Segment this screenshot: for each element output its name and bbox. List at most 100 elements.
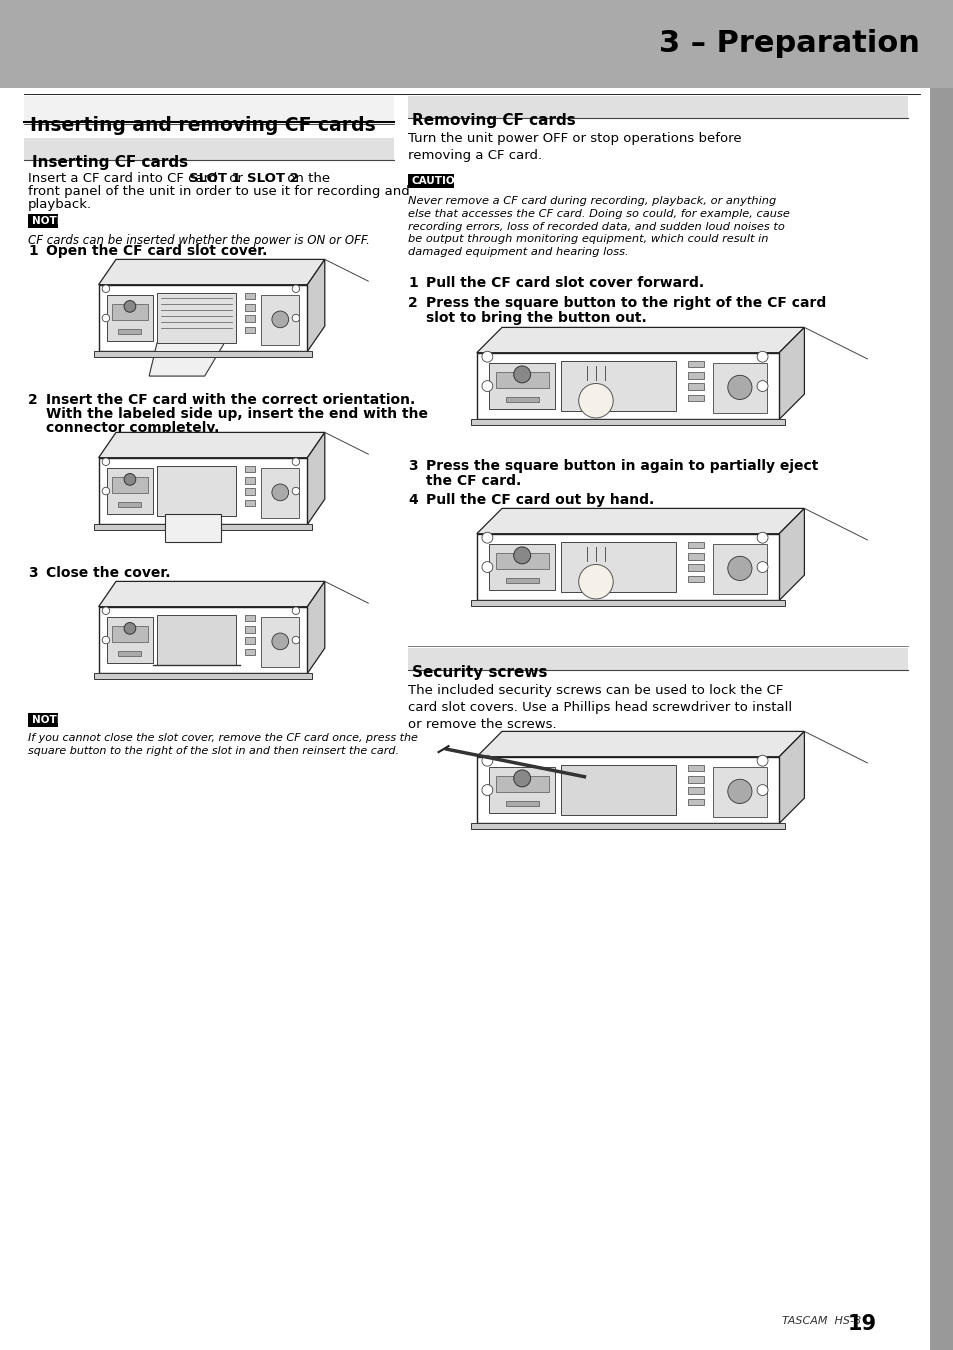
- Text: Security screws: Security screws: [412, 666, 547, 680]
- Circle shape: [481, 381, 493, 392]
- Polygon shape: [307, 259, 324, 351]
- Bar: [94, 674, 312, 679]
- Bar: [261, 617, 298, 667]
- Bar: [470, 601, 784, 606]
- Bar: [712, 363, 766, 413]
- Bar: [476, 352, 779, 420]
- Circle shape: [102, 285, 110, 293]
- Text: the CF card.: the CF card.: [426, 474, 520, 487]
- Text: Never remove a CF card during recording, playback, or anything
else that accesse: Never remove a CF card during recording,…: [408, 196, 789, 258]
- Bar: [157, 466, 236, 516]
- Bar: [107, 294, 152, 342]
- Text: or: or: [225, 171, 247, 185]
- Circle shape: [124, 474, 135, 485]
- Bar: [408, 174, 454, 188]
- Bar: [112, 304, 148, 320]
- Bar: [28, 215, 57, 228]
- Circle shape: [757, 784, 767, 795]
- Text: Removing CF cards: Removing CF cards: [412, 113, 576, 128]
- Bar: [245, 304, 255, 310]
- Circle shape: [124, 301, 135, 312]
- Text: 1: 1: [408, 275, 417, 290]
- Text: on the: on the: [283, 171, 330, 185]
- Text: SLOT 1: SLOT 1: [189, 171, 240, 185]
- Text: connector completely.: connector completely.: [46, 421, 219, 435]
- Bar: [495, 776, 548, 792]
- Circle shape: [292, 285, 299, 293]
- Text: 3 – Preparation: 3 – Preparation: [659, 30, 919, 58]
- Bar: [118, 502, 141, 508]
- Bar: [98, 458, 307, 524]
- Circle shape: [578, 383, 613, 418]
- Bar: [505, 578, 538, 583]
- Bar: [688, 575, 703, 582]
- Bar: [688, 564, 703, 571]
- Text: Insert the CF card with the correct orientation.: Insert the CF card with the correct orie…: [46, 393, 415, 406]
- Bar: [94, 351, 312, 356]
- Circle shape: [757, 532, 767, 543]
- Text: CF cards can be inserted whether the power is ON or OFF.: CF cards can be inserted whether the pow…: [28, 234, 370, 247]
- Bar: [24, 138, 394, 161]
- Text: slot to bring the button out.: slot to bring the button out.: [426, 310, 646, 325]
- Text: CAUTION: CAUTION: [412, 176, 464, 186]
- Polygon shape: [476, 509, 803, 533]
- Polygon shape: [98, 259, 324, 285]
- Polygon shape: [149, 343, 224, 377]
- Bar: [107, 467, 152, 514]
- Bar: [688, 383, 703, 390]
- Circle shape: [292, 636, 299, 644]
- Text: With the labeled side up, insert the end with the: With the labeled side up, insert the end…: [46, 406, 428, 421]
- Circle shape: [757, 755, 767, 767]
- Text: NOTE: NOTE: [32, 216, 64, 225]
- Text: NOTE: NOTE: [32, 716, 64, 725]
- Text: 4: 4: [408, 493, 417, 508]
- Bar: [245, 293, 255, 300]
- Bar: [245, 649, 255, 655]
- Text: Turn the unit power OFF or stop operations before
removing a CF card.: Turn the unit power OFF or stop operatio…: [408, 132, 740, 162]
- Bar: [712, 767, 766, 817]
- Bar: [712, 544, 766, 594]
- Bar: [688, 799, 703, 806]
- Bar: [688, 787, 703, 794]
- Text: 1: 1: [28, 244, 38, 258]
- Circle shape: [272, 310, 289, 328]
- Polygon shape: [307, 582, 324, 674]
- Bar: [688, 394, 703, 401]
- Circle shape: [102, 636, 110, 644]
- Circle shape: [481, 755, 493, 767]
- Text: 3: 3: [28, 566, 37, 580]
- Circle shape: [727, 779, 751, 803]
- Text: Close the cover.: Close the cover.: [46, 566, 171, 580]
- Bar: [157, 293, 236, 343]
- Bar: [245, 316, 255, 323]
- Bar: [112, 477, 148, 493]
- Bar: [688, 776, 703, 783]
- Text: 19: 19: [847, 1314, 876, 1334]
- Text: Pull the CF card slot cover forward.: Pull the CF card slot cover forward.: [426, 275, 703, 290]
- Bar: [98, 606, 307, 674]
- Circle shape: [102, 608, 110, 614]
- Bar: [28, 713, 57, 728]
- Text: Inserting and removing CF cards: Inserting and removing CF cards: [30, 116, 375, 135]
- Polygon shape: [476, 328, 803, 352]
- Bar: [261, 467, 298, 518]
- Circle shape: [481, 351, 493, 362]
- Bar: [24, 96, 394, 122]
- Bar: [561, 360, 676, 410]
- Bar: [488, 363, 555, 409]
- Text: The included security screws can be used to lock the CF
card slot covers. Use a : The included security screws can be used…: [408, 684, 791, 730]
- Circle shape: [513, 547, 530, 564]
- Bar: [688, 554, 703, 560]
- Bar: [408, 96, 907, 117]
- Circle shape: [292, 608, 299, 614]
- Circle shape: [124, 622, 135, 634]
- Bar: [245, 614, 255, 621]
- Bar: [488, 544, 555, 590]
- Bar: [245, 500, 255, 506]
- Bar: [245, 477, 255, 483]
- Bar: [470, 420, 784, 425]
- Bar: [157, 614, 236, 664]
- Bar: [261, 294, 298, 344]
- Circle shape: [481, 562, 493, 572]
- Polygon shape: [98, 582, 324, 606]
